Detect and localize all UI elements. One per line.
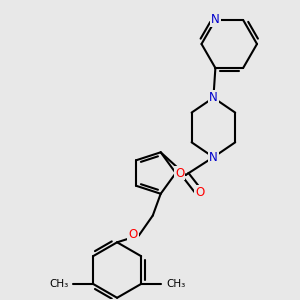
Text: O: O	[195, 186, 204, 199]
Text: CH₃: CH₃	[49, 279, 68, 289]
Text: O: O	[128, 228, 138, 241]
Text: CH₃: CH₃	[166, 279, 185, 289]
Text: O: O	[175, 167, 184, 179]
Text: N: N	[209, 151, 218, 164]
Text: N: N	[211, 14, 220, 26]
Text: N: N	[209, 91, 218, 104]
